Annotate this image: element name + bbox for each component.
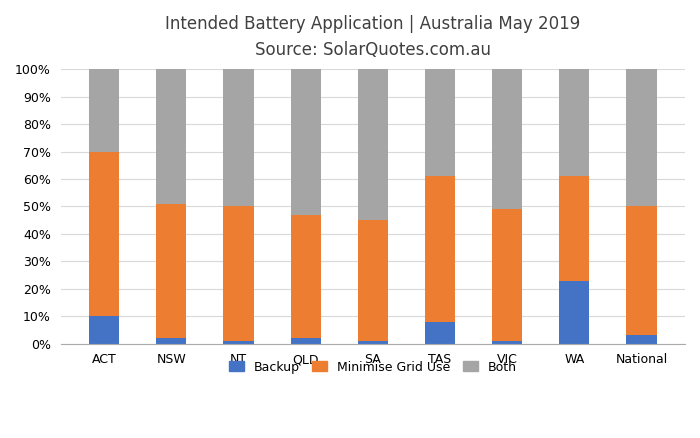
Bar: [559, 280, 589, 344]
Bar: [425, 176, 455, 321]
Bar: [425, 321, 455, 344]
Bar: [559, 176, 589, 280]
Bar: [559, 69, 589, 176]
Bar: [156, 338, 186, 344]
Bar: [223, 206, 253, 341]
Bar: [223, 341, 253, 344]
Title: Intended Battery Application | Australia May 2019
Source: SolarQuotes.com.au: Intended Battery Application | Australia…: [165, 15, 580, 60]
Bar: [358, 341, 388, 344]
Bar: [89, 316, 119, 344]
Legend: Backup, Minimise Grid Use, Both: Backup, Minimise Grid Use, Both: [224, 356, 522, 378]
Bar: [290, 338, 321, 344]
Bar: [626, 206, 657, 336]
Bar: [156, 69, 186, 204]
Bar: [626, 69, 657, 206]
Bar: [358, 69, 388, 220]
Bar: [492, 69, 522, 209]
Bar: [89, 69, 119, 152]
Bar: [626, 336, 657, 344]
Bar: [290, 69, 321, 215]
Bar: [492, 341, 522, 344]
Bar: [425, 69, 455, 176]
Bar: [290, 215, 321, 338]
Bar: [223, 69, 253, 206]
Bar: [156, 204, 186, 338]
Bar: [492, 209, 522, 341]
Bar: [89, 152, 119, 316]
Bar: [358, 220, 388, 341]
